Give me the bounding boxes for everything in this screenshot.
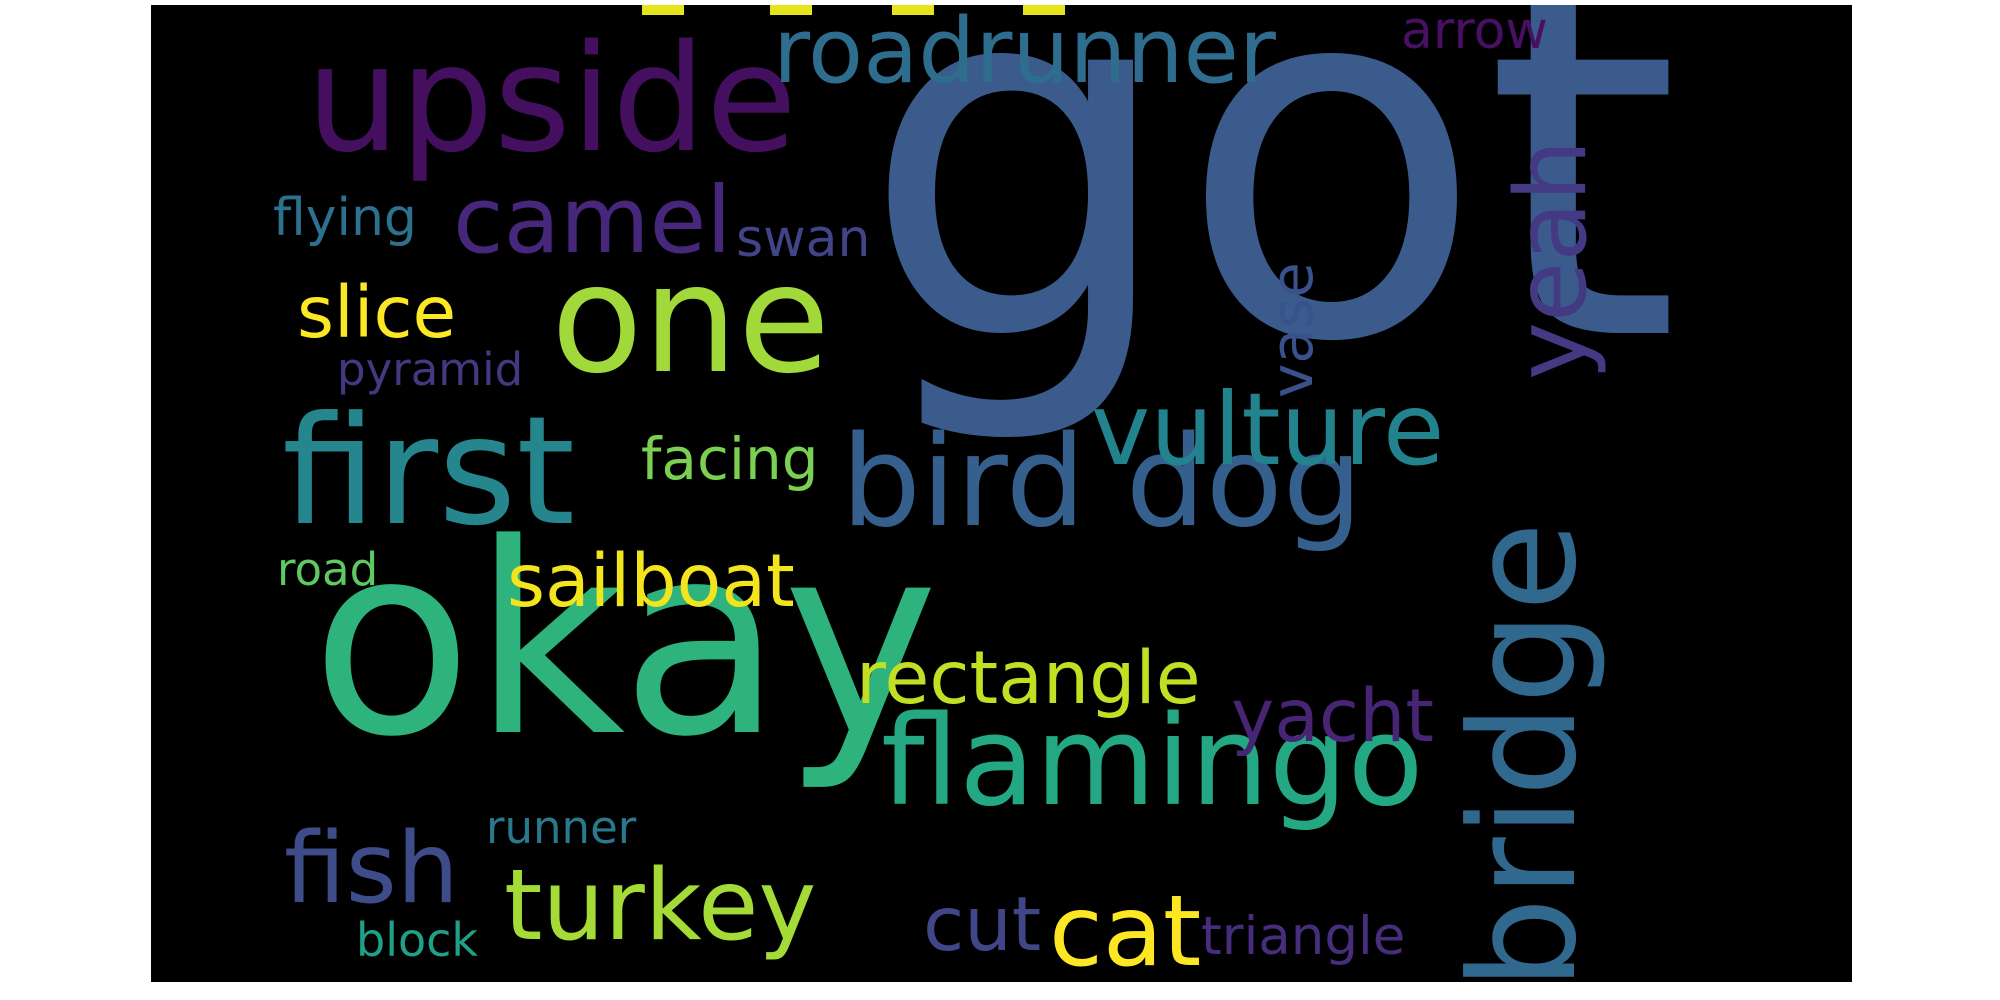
clipped-word-fragment	[892, 5, 934, 15]
clipped-word-fragment	[770, 5, 812, 15]
clipped-word-fragment	[1023, 5, 1065, 15]
word-camel: camel	[453, 167, 732, 274]
word-cut: cut	[923, 880, 1042, 968]
word-first: first	[282, 385, 576, 559]
word-block: block	[356, 913, 479, 967]
word-flying: flying	[273, 188, 417, 248]
word-yeah: yeah	[1495, 139, 1609, 380]
word-bird-dog: bird dog	[841, 408, 1363, 555]
word-road: road	[277, 543, 379, 596]
word-one: one	[551, 233, 831, 407]
word-runner: runner	[486, 801, 637, 854]
word-bridge: bridge	[1439, 521, 1609, 982]
word-okay: okay	[311, 488, 939, 795]
word-flamingo: flamingo	[881, 690, 1424, 834]
word-triangle: triangle	[1201, 906, 1406, 967]
clipped-word-fragment	[642, 5, 684, 15]
word-got: got	[861, 5, 1681, 451]
word-pyramid: pyramid	[337, 343, 524, 396]
word-fish: fish	[284, 812, 459, 926]
word-sailboat: sailboat	[507, 539, 795, 624]
word-turkey: turkey	[504, 849, 817, 963]
word-roadrunner: roadrunner	[773, 5, 1276, 104]
word-upside: upside	[306, 13, 797, 185]
word-slice: slice	[297, 271, 457, 354]
word-arrow: arrow	[1401, 5, 1548, 61]
word-facing: facing	[641, 425, 819, 493]
word-cloud-canvas: got okay upside one first roadrunner bir…	[151, 5, 1852, 982]
word-vulture: vulture	[1091, 371, 1445, 488]
word-vase: vase	[1258, 262, 1326, 398]
word-cat: cat	[1049, 875, 1202, 982]
word-swan: swan	[736, 209, 871, 269]
word-yacht: yacht	[1231, 674, 1434, 759]
word-rectangle: rectangle	[856, 636, 1201, 721]
